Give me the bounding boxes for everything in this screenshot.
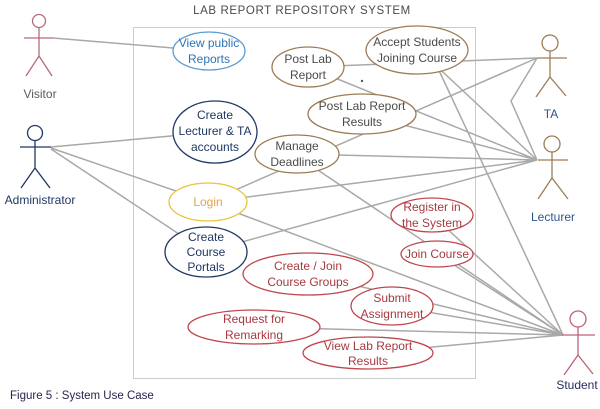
use-case-post-lab-report-results: Post Lab Report Results (307, 93, 417, 135)
use-case-post-lab-report: Post Lab Report (271, 46, 345, 88)
association-line-register-student (431, 214, 564, 336)
student-label: Student (556, 378, 598, 392)
use-case-course-groups: Create / Join Course Groups (242, 252, 374, 296)
association-line-accept-lecturer (429, 59, 538, 161)
figure-caption: Figure 5 : System Use Case (10, 390, 154, 402)
association-line-login-lecturer (207, 159, 538, 203)
ta-stick-figure-icon (535, 34, 567, 98)
actor-visitor: Visitor (23, 13, 57, 101)
administrator-stick-figure-icon (20, 124, 51, 189)
actor-administrator: Administrator (5, 124, 76, 207)
actor-student: Student (556, 310, 598, 392)
association-line-ta-lecturer-elbow (510, 57, 538, 161)
use-case-manage-deadlines: Manage Deadlines (254, 134, 340, 174)
use-case-create-course-portals: Create Course Portals (164, 226, 248, 278)
svg-text:Login: Login (193, 195, 222, 209)
lecturer-label: Lecturer (531, 210, 575, 224)
stray-dot (360, 79, 364, 83)
use-case-view-results: View Lab Report Results (302, 336, 434, 370)
svg-text:Join Course: Join Course (405, 247, 469, 261)
lecturer-stick-figure-icon (537, 135, 569, 200)
diagram-title: LAB REPORT REPOSITORY SYSTEM (193, 5, 411, 17)
visitor-stick-figure-icon (24, 13, 53, 77)
actor-ta: TA (535, 34, 567, 121)
use-case-join-course: Join Course (400, 240, 474, 268)
use-case-submit-assignment: Submit Assignment (350, 286, 434, 326)
association-line-joincourse-student (436, 253, 564, 336)
student-stick-figure-icon (562, 310, 595, 376)
use-case-register-in-system: Register in the System (390, 197, 474, 233)
use-cases: View public Reports Post Lab Report Accept… (164, 25, 474, 370)
use-case-create-accounts: Create Lecturer & TA accounts (172, 100, 258, 164)
association-line-accept-student (434, 61, 564, 336)
use-case-request-remarking: Request for Remarking (187, 309, 321, 345)
visitor-label: Visitor (23, 87, 56, 101)
actor-lecturer: Lecturer (531, 135, 575, 224)
association-line-portals-lecturer (205, 159, 538, 253)
administrator-label: Administrator (5, 193, 76, 207)
use-case-view-public-reports: View public Reports (172, 31, 246, 71)
use-case-accept-students: Accept Students Joining Course (365, 25, 469, 75)
ta-label: TA (544, 107, 558, 121)
association-line-login-student (207, 201, 564, 336)
association-line-postlab-lecturer (307, 66, 538, 161)
use-case-login: Login (168, 182, 248, 222)
